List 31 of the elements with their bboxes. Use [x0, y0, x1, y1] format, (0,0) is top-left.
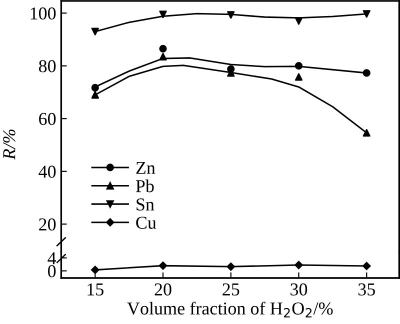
x-tick-label: 25 [222, 283, 240, 296]
point [362, 129, 370, 137]
x-axis-title: Volume fraction of H$_{2}$O$_{2}$/% [127, 302, 333, 318]
point [91, 28, 99, 36]
x-tick-label: 30 [290, 283, 308, 296]
y-axis-title: R/% [3, 130, 16, 160]
x-tick-label: 20 [154, 283, 172, 296]
y-tick-label: 20 [39, 218, 56, 231]
x-tick-label: 35 [358, 283, 375, 296]
y-tick-label: 100 [30, 7, 56, 20]
point [294, 73, 303, 81]
y-tick-label: 80 [38, 60, 56, 72]
point [294, 62, 303, 70]
y-tick-label: 40 [38, 166, 56, 178]
point [159, 44, 167, 53]
y-tick-label: 4 [48, 252, 56, 264]
legend-label: Sn [136, 198, 154, 211]
point [227, 11, 235, 19]
point [362, 10, 370, 18]
y-tick-label: 60 [39, 112, 56, 126]
point [159, 10, 167, 18]
point [91, 91, 99, 99]
point [362, 69, 370, 77]
y-tick-label: 0 [48, 265, 56, 278]
point [159, 52, 167, 60]
point [294, 17, 303, 25]
legend-label: Pb [136, 180, 154, 192]
x-tick-label: 15 [88, 283, 104, 296]
point [91, 84, 99, 92]
legend-label: Cu [136, 216, 156, 229]
legend-label: Zn [136, 162, 156, 174]
